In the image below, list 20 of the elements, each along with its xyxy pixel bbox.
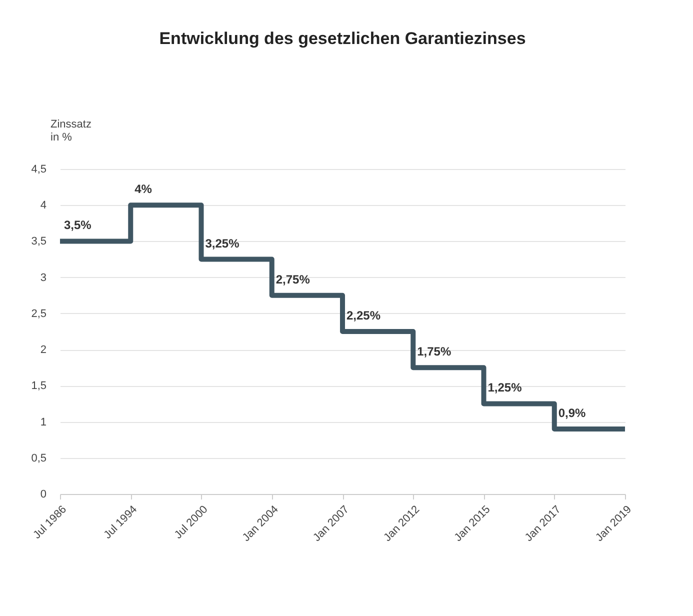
data-label: 2,25% [346,308,381,322]
y-tick-label: 3,5 [31,236,46,248]
data-label: 3,5% [64,218,92,232]
y-tick-label: 4 [40,200,46,212]
chart-title: Entwicklung des gesetzlichen Garantiezinses [159,29,526,48]
data-label: 2,75% [276,272,310,286]
y-tick-label: 1,5 [31,380,46,392]
y-axis-title: Zinssatz in % [50,118,92,144]
y-tick-label: 2,5 [31,308,46,320]
y-tick-label: 3 [40,272,46,284]
y-tick-label: 0,5 [31,452,46,464]
data-label: 1,25% [488,380,522,395]
data-label: 1,75% [417,344,452,359]
y-tick-label: 1 [40,416,46,428]
y-tick-label: 2 [40,344,46,356]
y-tick-label: 4,5 [31,164,46,176]
y-tick-label: 0 [40,488,46,500]
data-label: 3,25% [205,236,240,250]
data-label: 0,9% [558,406,586,420]
data-label: 4% [134,182,152,196]
